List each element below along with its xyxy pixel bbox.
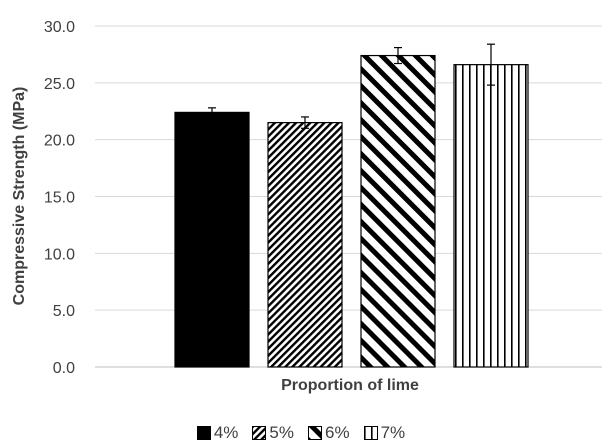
legend-item-4%: 4% (196, 423, 239, 443)
legend-label: 6% (325, 423, 350, 442)
legend-item-5%: 5% (252, 423, 294, 443)
bar-4% (174, 111, 250, 368)
y-tick-label: 0.0 (53, 360, 75, 377)
legend-swatch (363, 426, 378, 440)
legend-item-7%: 7% (363, 423, 406, 443)
y-tick-label: 10.0 (44, 246, 75, 263)
bar-6% (360, 54, 436, 368)
bar-5% (267, 122, 343, 368)
y-tick-label: 30.0 (44, 19, 75, 36)
y-tick-label: 5.0 (53, 303, 75, 320)
legend-swatch (308, 426, 322, 440)
y-tick-label: 25.0 (44, 76, 75, 93)
legend-swatch (252, 426, 267, 440)
y-axis-label: Compressive Strength (MPa) (11, 87, 28, 306)
legend: 4% 5% 6% 7% (0, 423, 602, 443)
bars (174, 54, 529, 368)
error-bars (208, 43, 495, 129)
legend-item-6%: 6% (308, 423, 350, 443)
legend-label: 4% (213, 423, 239, 442)
bar-chart: 0.0 5.0 10.0 15.0 20.0 25.0 30.0 Compressive S… (11, 19, 602, 394)
legend-swatch (196, 426, 211, 440)
x-axis-label: Proportion of lime (281, 377, 419, 394)
legend-label: 7% (380, 423, 406, 442)
y-axis-tick-labels: 0.0 5.0 10.0 15.0 20.0 25.0 30.0 (44, 19, 75, 377)
y-tick-label: 20.0 (44, 133, 75, 150)
bar-7% (453, 64, 529, 368)
y-tick-label: 15.0 (44, 190, 75, 207)
legend-label: 5% (269, 423, 294, 442)
